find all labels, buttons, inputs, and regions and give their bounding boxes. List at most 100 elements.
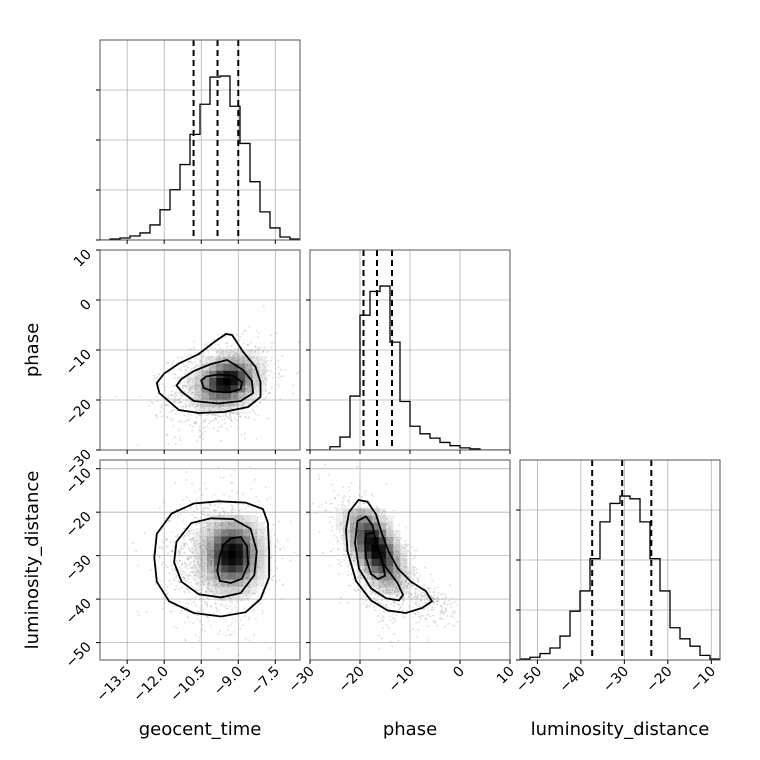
scatter-point [194,634,197,637]
scatter-point [192,378,195,380]
density-cell [223,392,231,400]
density-cell [209,406,217,414]
density-cell [242,557,251,566]
scatter-point [247,344,250,346]
scatter-point [201,544,204,547]
scatter-point [211,593,214,596]
scatter-point [418,621,421,624]
scatter-point [178,397,181,400]
scatter-point [350,553,353,556]
density-grid [310,460,510,660]
scatter-point [160,547,163,550]
scatter-point [343,497,345,500]
scatter-point [172,385,175,388]
scatter-point [195,422,198,425]
scatter-point [156,376,158,379]
scatter-point [407,572,410,575]
scatter-point [372,583,374,586]
scatter-point [180,532,182,534]
scatter-point [260,358,263,361]
scatter-point [199,385,202,387]
scatter-point [401,589,404,591]
scatter-point [179,611,182,614]
scatter-point [207,575,210,578]
scatter-point [253,634,255,636]
scatter-point [165,545,168,548]
scatter-point [422,585,425,588]
density-cell [192,557,201,566]
scatter-point [270,359,273,362]
scatter-point [432,602,435,605]
scatter-point [414,566,416,569]
density-cell [264,543,272,551]
scatter-point [202,566,205,569]
scatter-point [242,357,244,360]
scatter-point [385,587,388,590]
scatter-point [195,557,197,560]
scatter-point [245,527,248,530]
scatter-point [183,542,186,545]
scatter-point [249,356,252,358]
scatter-point [228,356,230,359]
scatter-point [392,622,395,625]
scatter-point [348,584,351,587]
scatter-point [393,617,396,620]
scatter-point [395,530,398,533]
scatter-point [171,419,174,422]
density-cell [264,550,272,559]
x-tick-label-geocent_time: −12.0 [130,664,172,706]
scatter-point [194,539,196,542]
scatter-point [192,391,195,394]
scatter-point [188,589,190,592]
scatter-point [200,360,203,362]
scatter-point [267,359,269,362]
scatter-point [400,577,402,579]
scatter-point [244,594,247,597]
scatter-point [274,362,277,365]
density-cell [206,536,215,544]
scatter-point [173,577,176,580]
scatter-point [242,591,245,594]
scatter-point [381,579,384,582]
scatter-point [192,380,195,383]
histogram-panel-luminosity_distance [520,460,720,660]
density-cells [192,514,272,601]
scatter-point [200,609,203,612]
scatter-point [202,405,204,408]
density-cell [230,356,239,364]
scatter-point [190,386,192,389]
scatter-point [226,607,229,610]
scatter-point [202,567,205,569]
scatter-point [347,565,349,568]
scatter-point [202,509,205,511]
scatter-point [303,359,305,361]
scatter-point [242,333,244,336]
scatter-point [422,591,424,594]
scatter-point [184,562,186,565]
scatter-point [174,442,177,445]
scatter-point [219,515,222,518]
scatter-point [166,433,168,436]
scatter-point [247,403,250,405]
density-cell [392,579,401,588]
scatter-point [196,575,199,578]
scatter-point [184,639,187,642]
density-cell [249,543,258,551]
scatter-point [217,466,220,469]
scatter-point [261,535,264,538]
density-cell [206,522,215,530]
scatter-point [243,405,246,408]
scatter-point [358,494,360,497]
scatter-point [347,601,349,604]
scatter-point [430,595,433,598]
scatter-point [210,605,213,608]
scatter-point [225,635,227,637]
scatter-point [391,589,394,592]
scatter-point [401,553,404,556]
histogram-panel-geocent_time [100,40,300,240]
scatter-point [177,552,180,555]
scatter-point [204,406,207,409]
scatter-point [212,578,214,581]
scatter-point [219,604,222,607]
